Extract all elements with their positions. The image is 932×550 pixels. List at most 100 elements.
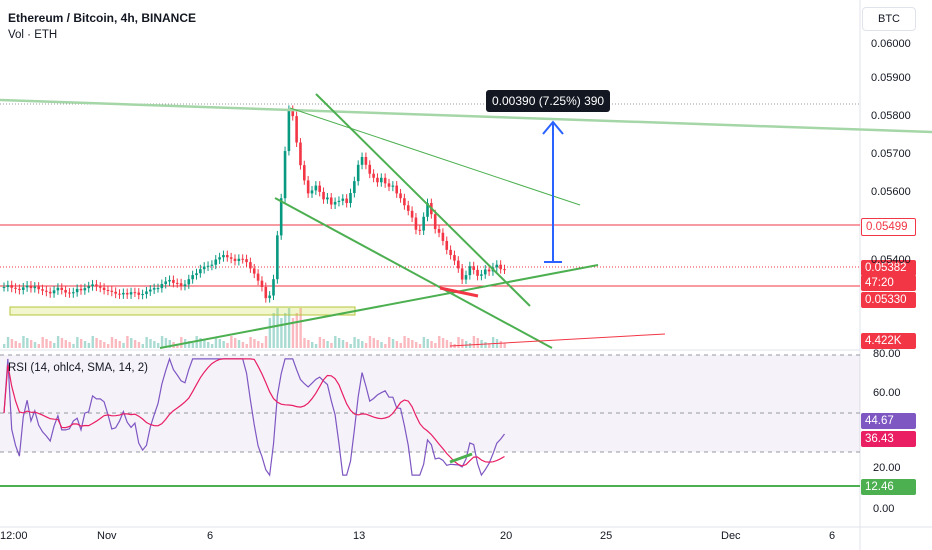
volume-bar	[461, 339, 464, 348]
volume-bar	[299, 308, 302, 348]
volume-bar	[68, 342, 71, 348]
volume-bar	[426, 339, 429, 348]
price-tick-label: 0.05800	[871, 110, 911, 122]
candle-body	[122, 292, 125, 295]
candle-body	[33, 286, 37, 289]
candle-body	[164, 281, 167, 285]
currency-button[interactable]: BTC	[862, 7, 916, 31]
volume-bar	[130, 338, 133, 348]
rsi-band	[0, 355, 860, 452]
candle-body	[172, 279, 175, 283]
candle-body	[268, 295, 271, 299]
volume-bar	[503, 343, 506, 348]
candle-body	[310, 190, 314, 194]
volume-bar	[441, 338, 445, 348]
candle-body	[56, 287, 60, 291]
volume-bar	[380, 342, 383, 348]
volume-bar	[472, 336, 476, 348]
volume-bar	[45, 339, 48, 348]
volume-tag: 4.422K	[861, 333, 916, 349]
candle-body	[41, 289, 44, 291]
volume-bar	[126, 336, 129, 348]
candle-body	[376, 177, 379, 183]
candle-body	[306, 180, 310, 194]
rsi-ma-line	[3, 358, 505, 467]
volume-bar	[49, 341, 52, 348]
candle-body	[410, 210, 414, 218]
volume-bar	[106, 344, 110, 348]
candle-body	[387, 183, 391, 187]
rsi-legend: RSI (14, ohlc4, SMA, 14, 2)	[8, 362, 148, 374]
rsi-value-tag: 44.67	[861, 413, 916, 429]
volume-bar	[264, 336, 268, 348]
volume-bar	[22, 336, 25, 348]
candle-body	[29, 285, 33, 289]
candle-body	[218, 257, 221, 260]
candle-body	[229, 257, 233, 259]
volume-bar	[268, 318, 272, 348]
volume-bar	[326, 341, 329, 348]
candle-body	[318, 185, 321, 192]
candle-body	[495, 264, 499, 268]
volume-bar	[403, 336, 406, 348]
price-tick-label: 0.05400	[871, 254, 911, 266]
candle-body	[472, 266, 475, 270]
rsi-tick-label: 60.00	[873, 387, 901, 399]
candle-body	[64, 289, 67, 293]
volume-bar	[391, 339, 395, 348]
volume-bar	[141, 344, 144, 348]
time-tick-label: 12:00	[0, 530, 28, 542]
volume-bar	[6, 337, 10, 348]
candle-body	[299, 142, 302, 166]
volume-bar	[53, 343, 56, 348]
volume-bar	[349, 344, 352, 348]
candle-body	[437, 229, 441, 233]
candle-body	[329, 197, 333, 205]
candle-body	[168, 279, 171, 282]
candle-body	[406, 205, 410, 211]
volume-bar	[149, 339, 152, 348]
volume-bar	[29, 340, 33, 348]
volume-bar	[314, 344, 318, 348]
candle-body	[87, 286, 90, 289]
candle-body	[91, 284, 94, 287]
volume-bar	[249, 337, 252, 348]
candle-body	[422, 216, 425, 231]
volume-bar	[203, 340, 206, 348]
volume-bar	[87, 343, 91, 348]
volume-bar	[222, 341, 225, 348]
time-tick-label: 6	[829, 530, 836, 542]
volume-bar	[160, 336, 164, 348]
candle-body	[102, 287, 106, 290]
candle-body	[433, 214, 437, 230]
time-tick-label: 20	[500, 530, 513, 542]
volume-bar	[422, 337, 426, 348]
volume-bar	[488, 344, 491, 348]
volume-bar	[133, 340, 137, 348]
volume-bar	[180, 337, 183, 348]
candle-body	[106, 289, 110, 291]
volume-bar	[284, 313, 287, 348]
volume-bar	[418, 344, 422, 348]
candle-body	[483, 269, 487, 275]
candle-body	[183, 284, 187, 286]
volume-bar	[218, 339, 221, 348]
horizontal-resistance-line	[0, 98, 932, 134]
candle-body	[399, 193, 402, 199]
volume-bar	[361, 341, 364, 348]
candle-body	[445, 240, 449, 250]
candle-body	[137, 292, 141, 295]
candle-body	[149, 289, 152, 292]
time-tick-label: 13	[353, 530, 366, 542]
volume-bar	[341, 340, 345, 348]
candle-body	[356, 164, 360, 182]
candle-body	[414, 217, 418, 230]
volume-bar	[388, 337, 391, 348]
candle-body	[214, 259, 218, 265]
countdown-tag: 47:20	[861, 275, 916, 291]
volume-bar	[345, 342, 349, 348]
candle-body	[179, 283, 183, 286]
volume-bar	[157, 343, 160, 348]
volume-bar	[384, 344, 387, 348]
